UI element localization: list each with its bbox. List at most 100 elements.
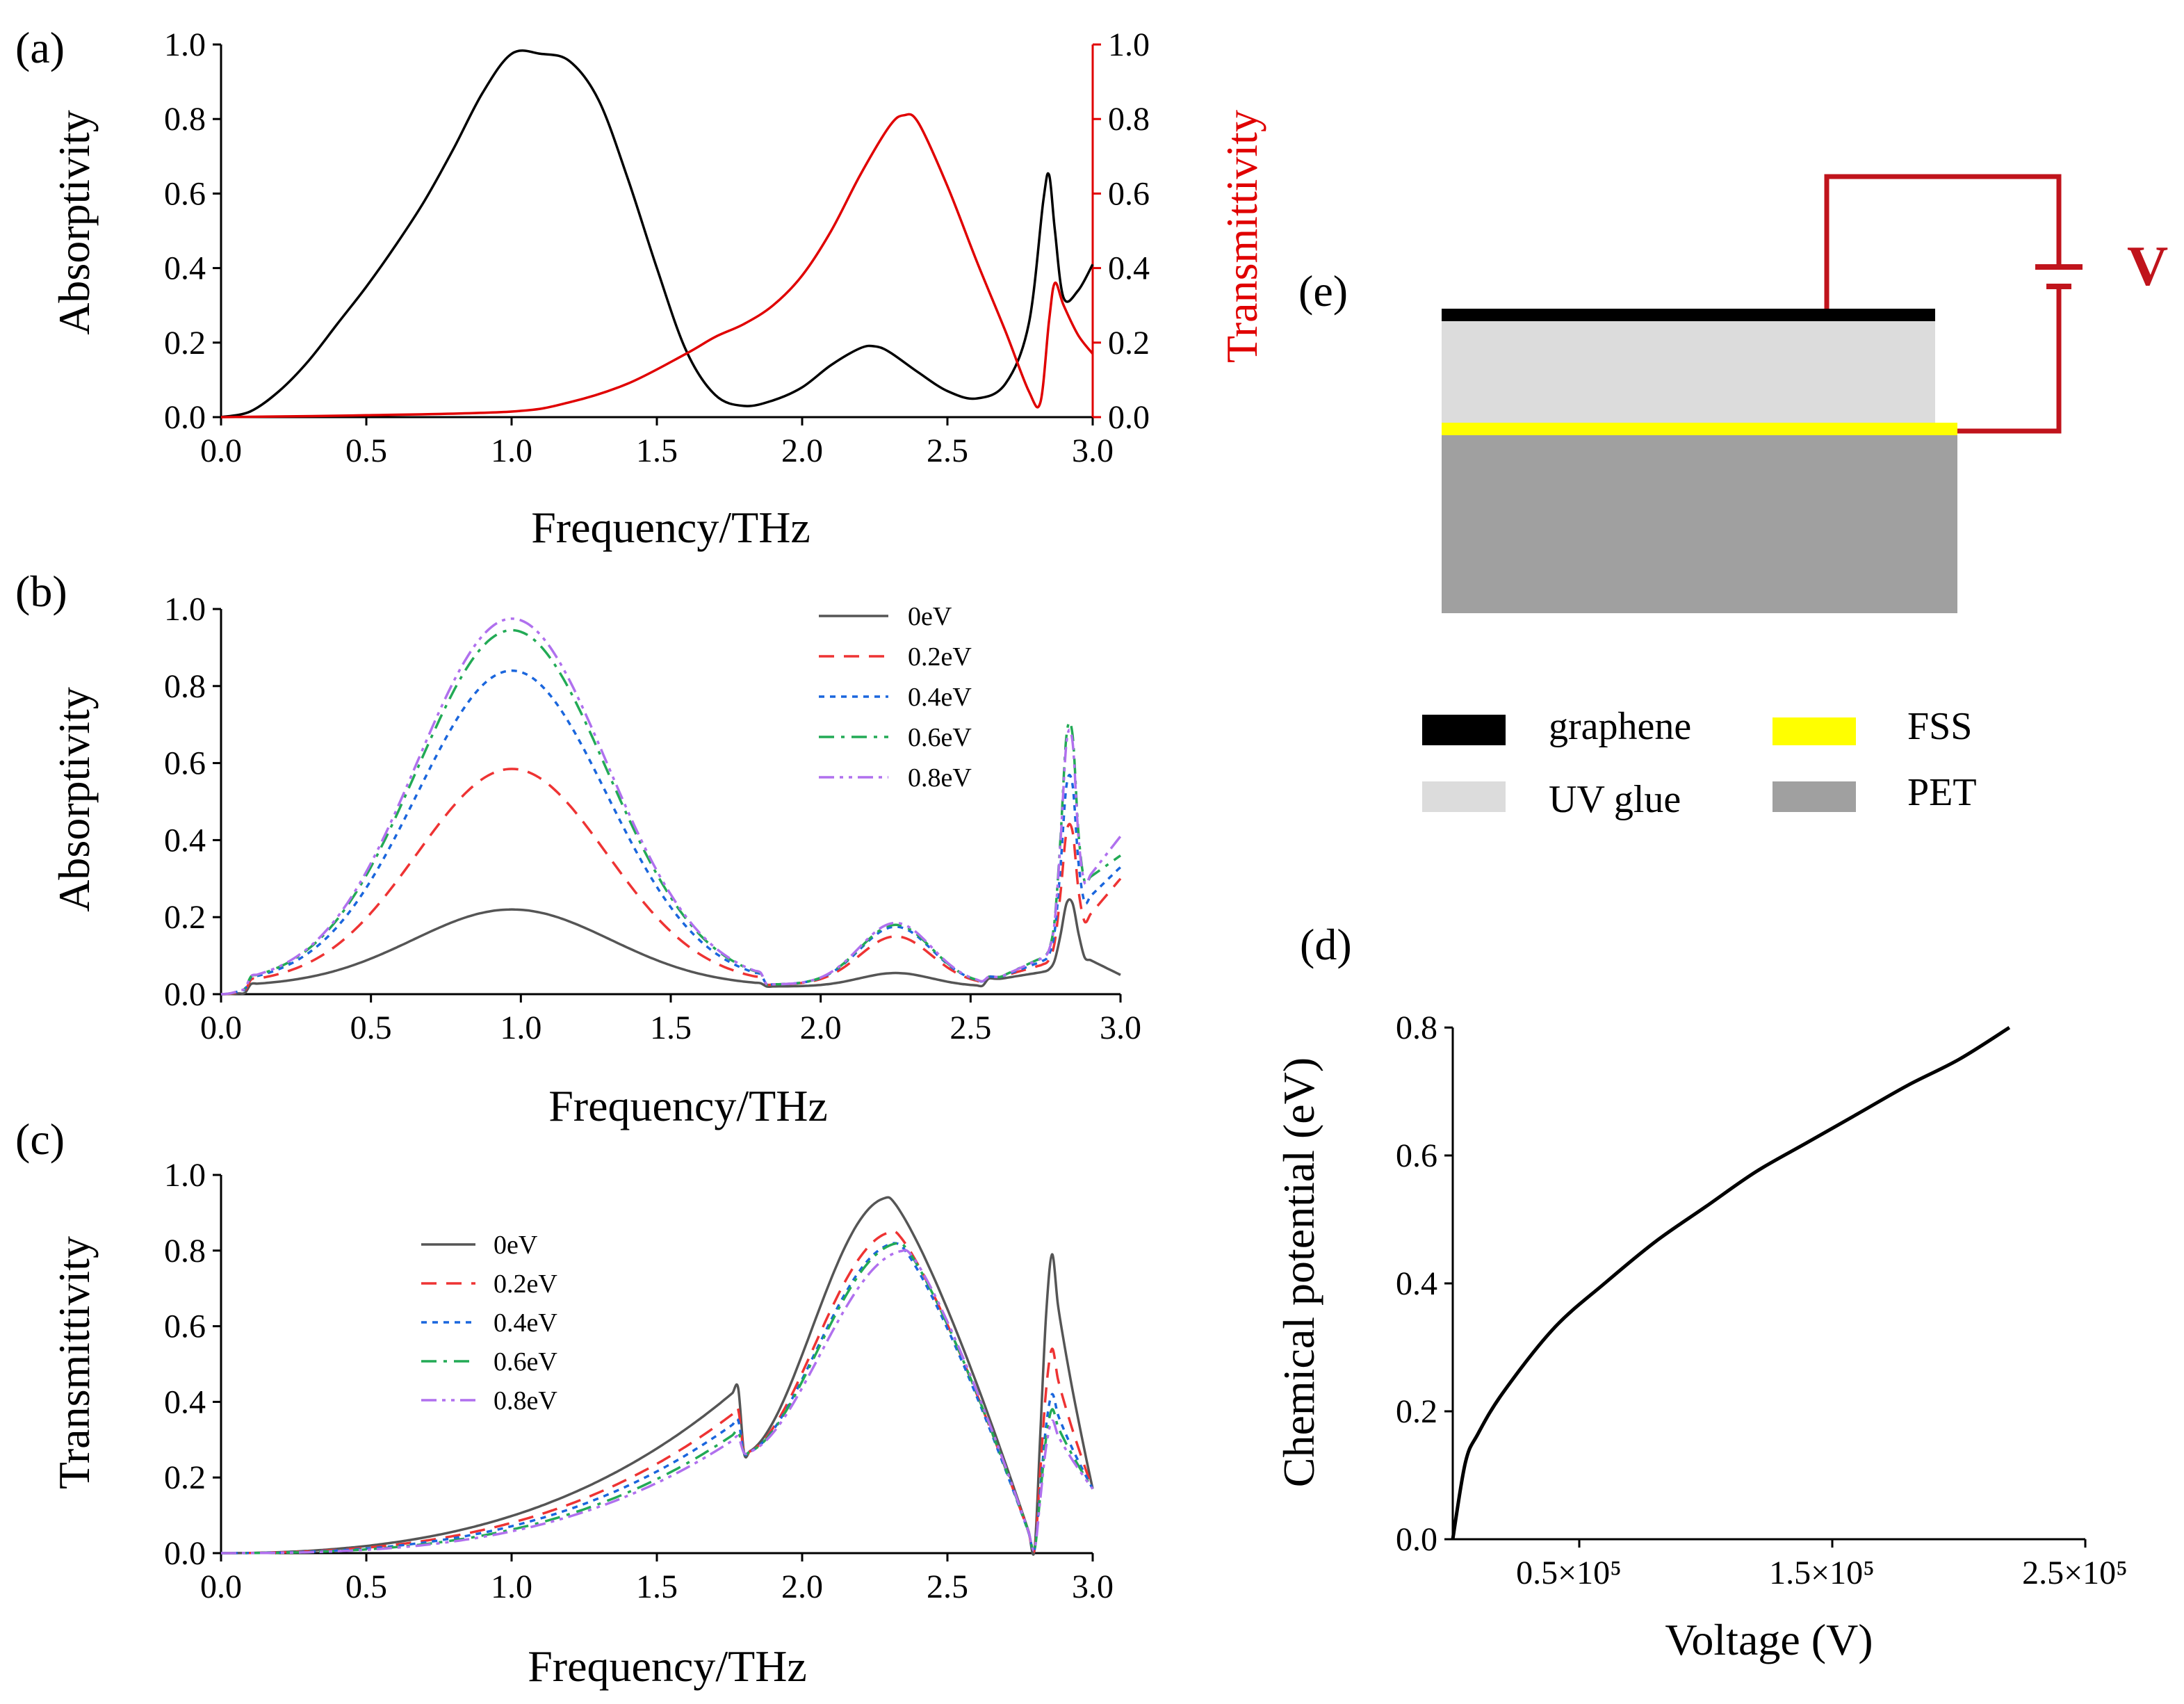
- legend-label-pet: PET: [1907, 771, 1977, 814]
- panel-b-ytick-label: 0.8: [164, 668, 206, 705]
- panel-a-ytick-label: 0.4: [164, 250, 206, 287]
- panel-a-ytick-label: 1.0: [164, 26, 206, 63]
- panel-b-xtick-label: 2.0: [800, 1009, 842, 1046]
- panel-a-absorptivity-line: [220, 49, 1094, 419]
- panel-a-ylabel-right: Transmittivity: [1217, 110, 1266, 363]
- panel-a-plot: 0.0 0.5 1.0 1.5 2.0 2.5 3.00.00.20.40.60.81.00…: [164, 26, 1150, 469]
- panel-a-y2tick-label: 0.0: [1108, 399, 1150, 436]
- legend-label-0p4eV: 0.4eV: [494, 1308, 557, 1338]
- series-line-0eV: [220, 898, 1121, 996]
- panel-a-xlabel: Frequency/THz: [531, 503, 810, 552]
- panel-a-ytick-label: 0.2: [164, 325, 206, 362]
- panel-c-xtick-label: 1.0: [491, 1568, 532, 1605]
- panel-c-ylabel: Transmittivity: [49, 1236, 99, 1489]
- panel-a-xtick-label: 2.5: [927, 432, 968, 469]
- panel-b-ytick-label: 0.4: [164, 822, 206, 859]
- panel-d-ytick-label: 0.6: [1396, 1137, 1437, 1174]
- panel-a-ytick-label: 0.6: [164, 175, 206, 212]
- panel-d-curve: [1451, 1025, 2011, 1540]
- series-line-0p2eV: [221, 1230, 1094, 1555]
- panel-a-transmittivity-line: [220, 113, 1094, 419]
- panel-b-ytick-label: 0.6: [164, 745, 206, 782]
- panel-a-xtick-label: 0.5: [345, 432, 387, 469]
- series-line-0p6eV: [221, 1241, 1094, 1555]
- legend-label-0p2eV: 0.2eV: [494, 1269, 557, 1299]
- panel-b-ytick-label: 0.0: [164, 976, 206, 1013]
- panel-d-ylabel: Chemical potential (eV): [1274, 1057, 1323, 1487]
- voltage-label: V: [2127, 234, 2168, 298]
- panel-c-xtick-label: 1.5: [636, 1568, 678, 1605]
- panel-c-ytick-label: 1.0: [164, 1157, 206, 1194]
- series-line-0p8eV: [220, 617, 1122, 996]
- panel-c-xlabel: Frequency/THz: [528, 1641, 807, 1691]
- series-line-0eV: [221, 1196, 1094, 1556]
- fss-layer: [1442, 423, 1957, 435]
- series-line-0p4eV: [220, 669, 1122, 996]
- panel-d-ytick-label: 0.0: [1396, 1521, 1437, 1558]
- panel-c-ytick-label: 0.6: [164, 1308, 206, 1345]
- panel-a-xtick-label: 1.5: [636, 432, 678, 469]
- panel-c-xtick-label: 0.0: [200, 1568, 242, 1605]
- panel-a-y2tick-label: 0.6: [1108, 175, 1150, 212]
- panel-d-ytick-label: 0.2: [1396, 1393, 1437, 1430]
- panel-e-label: (e): [1298, 266, 1348, 316]
- legend-label-fss: FSS: [1907, 705, 1972, 748]
- panel-b-ytick-label: 0.2: [164, 899, 206, 936]
- panel-a-y2tick-label: 1.0: [1108, 26, 1150, 63]
- panel-c-ytick-label: 0.0: [164, 1535, 206, 1572]
- panel-c-xtick-label: 2.5: [927, 1568, 968, 1605]
- panel-c-legend: 0eV 0.2eV 0.4eV 0.6eV 0.8eV: [421, 1231, 557, 1415]
- panel-a-label: (a): [15, 23, 65, 72]
- panel-d-xtick-label: 1.5×10⁵: [1769, 1555, 1875, 1591]
- legend-label-0p6eV: 0.6eV: [494, 1347, 557, 1377]
- panel-a-ytick-label: 0.0: [164, 399, 206, 436]
- panel-a-xtick-label: 3.0: [1072, 432, 1114, 469]
- panel-b-xtick-label: 0.5: [350, 1009, 392, 1046]
- panel-a-ytick-label: 0.8: [164, 101, 206, 138]
- series-line-0p8eV: [221, 1249, 1094, 1555]
- panel-a-y2tick-label: 0.2: [1108, 325, 1150, 362]
- pet-layer: [1442, 425, 1957, 613]
- panel-c-ytick-label: 0.8: [164, 1233, 206, 1269]
- panel-c-label: (c): [15, 1114, 65, 1164]
- legend-label-graphene: graphene: [1549, 705, 1691, 748]
- panel-c-xtick-label: 2.0: [781, 1568, 823, 1605]
- legend-label-0p8eV: 0.8eV: [494, 1386, 557, 1415]
- panel-d-label: (d): [1300, 920, 1352, 969]
- panel-b-xtick-label: 2.5: [950, 1009, 991, 1046]
- legend-label-uv-glue: UV glue: [1549, 778, 1681, 821]
- panel-a-ylabel-left: Absorptivity: [49, 110, 99, 335]
- panel-a-xtick-label: 2.0: [781, 432, 823, 469]
- panel-d-xtick-label: 0.5×10⁵: [1516, 1555, 1622, 1591]
- panel-b-legend: 0eV 0.2eV 0.4eV 0.6eV 0.8eV: [819, 602, 972, 793]
- panel-c-ytick-label: 0.2: [164, 1459, 206, 1496]
- legend-label-0p6eV: 0.6eV: [908, 723, 972, 752]
- legend-swatch-fss: [1773, 717, 1856, 745]
- graphene-layer: [1442, 309, 1935, 321]
- series-line-0p2eV: [220, 768, 1122, 996]
- series-line-0p4eV: [221, 1242, 1094, 1555]
- legend-label-0eV: 0eV: [908, 602, 952, 631]
- legend-label-0p2eV: 0.2eV: [908, 642, 972, 672]
- panel-b-xlabel: Frequency/THz: [548, 1081, 828, 1130]
- panel-d-ytick-label: 0.4: [1396, 1265, 1437, 1302]
- panel-a-xtick-label: 1.0: [491, 432, 532, 469]
- series-line-0p6eV: [220, 628, 1122, 996]
- panel-b-xtick-label: 1.0: [500, 1009, 541, 1046]
- panel-b: (b) 0.0 0.5 1.0 1.5 2.0 2.5 3.0 0.0 0.2 0.4 0.6 0.8…: [15, 567, 1141, 1130]
- uv-glue-layer: [1442, 321, 1935, 424]
- panel-a-y2tick-label: 0.4: [1108, 250, 1150, 287]
- legend-swatch-pet: [1773, 781, 1856, 812]
- panel-c-plot: 0.0 0.5 1.0 1.5 2.0 2.5 3.0 0.0 0.2 0.4 0.6 0.8 1.0: [164, 1157, 1114, 1605]
- panel-c-xtick-label: 3.0: [1072, 1568, 1114, 1605]
- panel-c-ytick-label: 0.4: [164, 1384, 206, 1420]
- legend-label-0eV: 0eV: [494, 1231, 538, 1260]
- panel-b-plot: 0.0 0.5 1.0 1.5 2.0 2.5 3.0 0.0 0.2 0.4 0.6 0.8 1.0: [164, 591, 1141, 1046]
- circuit-wire-top: [1824, 174, 2062, 309]
- legend-swatch-uv-glue: [1422, 781, 1506, 812]
- panel-b-label: (b): [15, 567, 67, 616]
- panel-b-xtick-label: 3.0: [1100, 1009, 1141, 1046]
- panel-d-ytick-label: 0.8: [1396, 1009, 1437, 1046]
- legend-label-0p8eV: 0.8eV: [908, 763, 972, 793]
- panel-d: (d) 0.5×10⁵ 1.5×10⁵ 2.5×10⁵ 0.0 0.2 0.4 0.6 0.8…: [1274, 920, 2128, 1664]
